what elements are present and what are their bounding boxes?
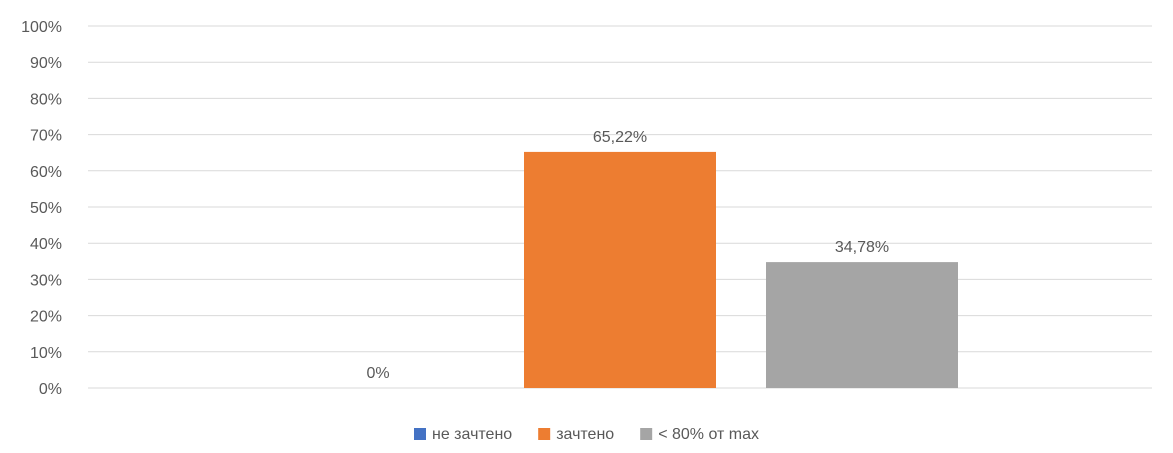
legend-swatch: [538, 428, 551, 440]
data-labels: 0% 65,22% 34,78%: [366, 129, 889, 382]
data-label: 65,22%: [593, 129, 647, 146]
legend-swatch: [414, 428, 426, 440]
y-tick-label: 10%: [30, 345, 62, 362]
y-tick-label: 40%: [30, 236, 62, 253]
y-tick-label: 30%: [30, 272, 62, 289]
legend-swatch: [640, 428, 653, 440]
legend-label: < 80% от max: [658, 426, 759, 443]
data-label: 34,78%: [835, 239, 889, 256]
y-tick-label: 20%: [30, 309, 62, 326]
y-tick-label: 100%: [21, 19, 62, 36]
legend-label: не зачтено: [432, 426, 512, 443]
bar-3: [766, 262, 958, 388]
bars: [524, 151, 958, 388]
y-tick-label: 60%: [30, 164, 62, 181]
legend-item: не зачтено: [414, 426, 512, 443]
y-tick-label: 70%: [30, 128, 62, 145]
legend-item: < 80% от max: [640, 426, 759, 443]
y-tick-label: 80%: [30, 91, 62, 108]
legend-item: зачтено: [538, 426, 614, 443]
y-tick-label: 90%: [30, 55, 62, 72]
legend-label: зачтено: [556, 426, 614, 443]
legend: не зачтено зачтено < 80% от max: [414, 426, 759, 443]
data-label: 0%: [366, 365, 389, 382]
y-tick-label: 0%: [39, 381, 62, 398]
y-tick-label: 50%: [30, 200, 62, 217]
bar-2: [524, 151, 716, 388]
y-axis-tick-labels: 0% 10% 20% 30% 40% 50% 60% 70% 80% 90% 100%: [21, 19, 62, 398]
